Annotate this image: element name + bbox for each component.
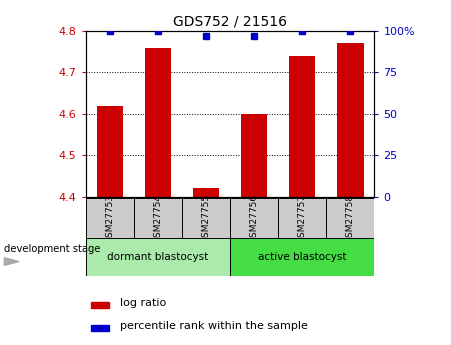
Bar	[289, 56, 315, 197]
Title: GDS752 / 21516: GDS752 / 21516	[173, 14, 287, 29]
Bar	[134, 198, 182, 238]
Bar	[145, 48, 171, 197]
Text: GSM27753: GSM27753	[105, 194, 114, 243]
Bar	[278, 198, 326, 238]
Bar	[97, 106, 123, 197]
Text: dormant blastocyst: dormant blastocyst	[107, 252, 208, 262]
Bar	[193, 188, 219, 197]
Text: development stage: development stage	[5, 244, 101, 254]
Bar	[86, 198, 134, 238]
Text: GSM27757: GSM27757	[298, 194, 307, 243]
Bar	[182, 198, 230, 238]
Bar	[86, 238, 230, 276]
Bar	[241, 114, 267, 197]
Bar	[326, 198, 374, 238]
Text: active blastocyst: active blastocyst	[258, 252, 346, 262]
Text: GSM27756: GSM27756	[249, 194, 258, 243]
Bar	[230, 198, 278, 238]
Bar	[337, 43, 364, 197]
Text: GSM27754: GSM27754	[153, 194, 162, 243]
Text: GSM27758: GSM27758	[346, 194, 355, 243]
Text: GSM27755: GSM27755	[202, 194, 211, 243]
Bar	[92, 303, 109, 308]
Polygon shape	[5, 258, 19, 265]
Bar	[230, 238, 374, 276]
Text: percentile rank within the sample: percentile rank within the sample	[120, 321, 308, 331]
Bar	[92, 325, 109, 331]
Text: log ratio: log ratio	[120, 298, 166, 308]
